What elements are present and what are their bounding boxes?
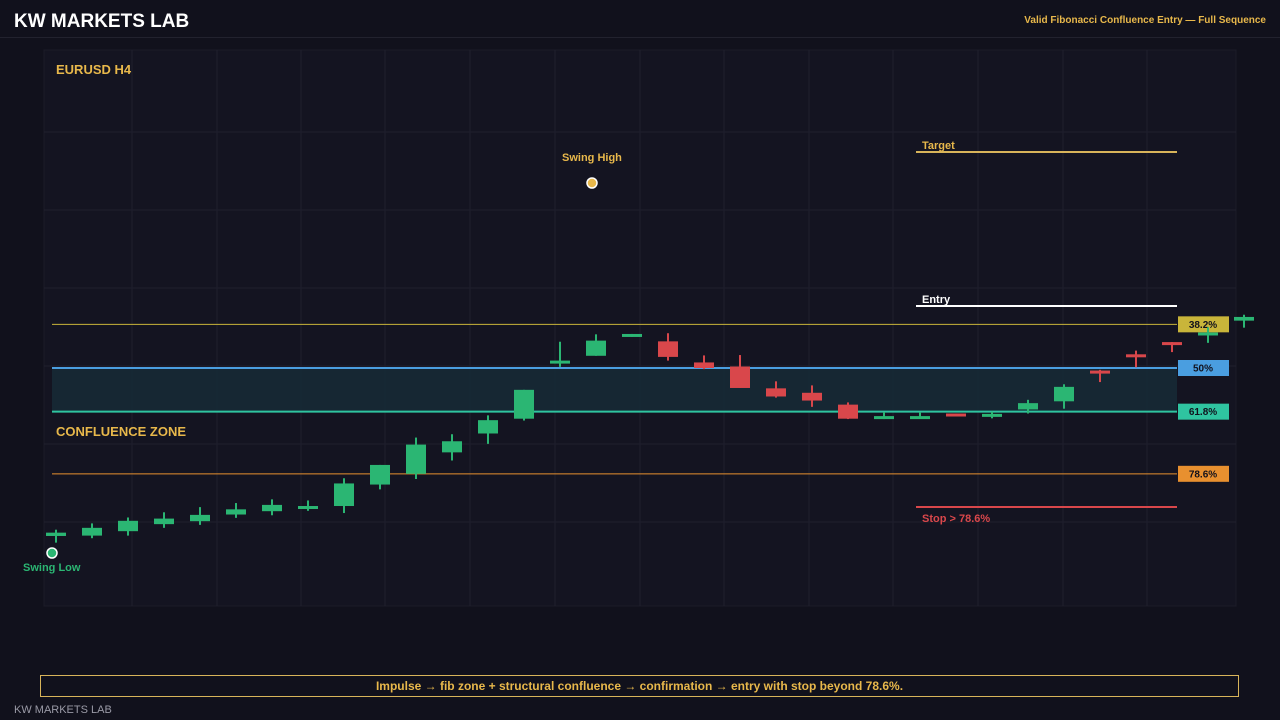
candle-body: [586, 340, 606, 356]
swing-high-label: Swing High: [562, 152, 622, 164]
candle-body: [550, 360, 570, 364]
candle-body: [694, 362, 714, 368]
candle-body: [370, 464, 390, 485]
candle-body: [982, 413, 1002, 417]
swing-low-label: Swing Low: [23, 562, 81, 574]
caption-box: Impulse → fib zone + structural confluen…: [40, 675, 1239, 697]
candle-body: [874, 416, 894, 420]
candle-body: [46, 532, 66, 536]
brand-title: KW MARKETS LAB: [14, 11, 190, 32]
target-label: Target: [922, 140, 955, 152]
candle-body: [1234, 316, 1254, 321]
fib-level-tag: [1178, 465, 1229, 482]
candle-body: [730, 366, 750, 388]
candle-body: [226, 509, 246, 515]
candle-body: [298, 506, 318, 510]
swing-low-marker: [46, 547, 58, 559]
fib-level-label: 38.2%: [1189, 320, 1217, 331]
candle-body: [406, 444, 426, 474]
candle-body: [838, 404, 858, 419]
fib-level-tag: [1178, 403, 1229, 420]
header-bar: KW MARKETS LAB Valid Fibonacci Confluenc…: [0, 0, 1280, 38]
candle-body: [1198, 332, 1218, 336]
candle-body: [910, 416, 930, 420]
candle-body: [190, 514, 210, 522]
chart-title: EURUSD H4: [56, 62, 132, 77]
chart-subtitle: Valid Fibonacci Confluence Entry — Full …: [1024, 15, 1266, 26]
candle-body: [118, 520, 138, 532]
candle-body: [1090, 370, 1110, 374]
candle-body: [1126, 354, 1146, 358]
footer-brand: KW MARKETS LAB: [14, 704, 112, 716]
fib-level-label: 61.8%: [1189, 407, 1217, 418]
candle-body: [622, 333, 642, 337]
fib-level-label: 78.6%: [1189, 469, 1217, 480]
candle-body: [802, 392, 822, 401]
entry-label: Entry: [922, 294, 951, 306]
confluence-zone-band: [52, 368, 1177, 412]
candle-body: [478, 420, 498, 434]
candle-body: [766, 388, 786, 397]
swing-high-marker: [586, 177, 598, 189]
candle-body: [334, 483, 354, 507]
fib-level-tag: [1178, 360, 1229, 376]
candle-body: [1162, 342, 1182, 346]
candle-body: [1018, 403, 1038, 410]
candle-body: [946, 413, 966, 417]
candle-body: [1054, 386, 1074, 402]
candle-body: [514, 389, 534, 419]
caption-text: Impulse → fib zone + structural confluen…: [375, 679, 904, 693]
fib-level-tag: [1178, 316, 1229, 333]
fib-level-label: 50%: [1193, 364, 1213, 375]
candle-body: [262, 504, 282, 512]
confluence-zone-label: CONFLUENCE ZONE: [56, 424, 186, 439]
candle-body: [442, 441, 462, 453]
candle-body: [154, 518, 174, 525]
stop-label: Stop > 78.6%: [922, 513, 990, 525]
candle-body: [658, 341, 678, 357]
candle-body: [82, 527, 102, 536]
